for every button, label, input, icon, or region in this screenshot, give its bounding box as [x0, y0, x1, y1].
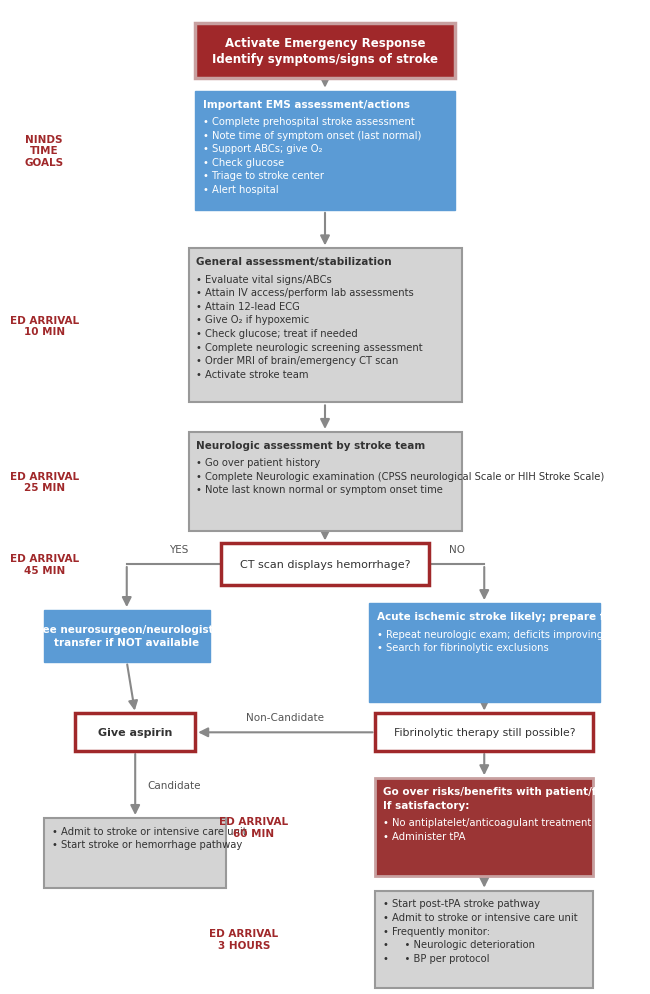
FancyBboxPatch shape	[376, 714, 593, 751]
Text: • Note last known normal or symptom onset time: • Note last known normal or symptom onse…	[196, 485, 443, 495]
Text: See neurosurgeon/neurologist;
transfer if NOT available: See neurosurgeon/neurologist; transfer i…	[35, 625, 218, 647]
FancyBboxPatch shape	[75, 714, 195, 751]
FancyBboxPatch shape	[376, 891, 593, 988]
Text: YES: YES	[169, 545, 188, 555]
Text: Important EMS assessment/actions: Important EMS assessment/actions	[203, 99, 410, 109]
Text: Candidate: Candidate	[147, 779, 200, 790]
Text: ED ARRIVAL
10 MIN: ED ARRIVAL 10 MIN	[10, 315, 79, 337]
Text: CT scan displays hemorrhage?: CT scan displays hemorrhage?	[240, 560, 410, 570]
Text: • Start stroke or hemorrhage pathway: • Start stroke or hemorrhage pathway	[52, 840, 242, 850]
Text: • Check glucose; treat if needed: • Check glucose; treat if needed	[196, 329, 358, 339]
Text: • Admit to stroke or intensive care unit: • Admit to stroke or intensive care unit	[52, 826, 246, 836]
Text: Neurologic assessment by stroke team: Neurologic assessment by stroke team	[196, 440, 426, 450]
Text: •     • Neurologic deterioration: • • Neurologic deterioration	[384, 939, 535, 949]
FancyBboxPatch shape	[369, 603, 599, 703]
Text: • Order MRI of brain/emergency CT scan: • Order MRI of brain/emergency CT scan	[196, 356, 398, 366]
FancyBboxPatch shape	[44, 818, 226, 888]
FancyBboxPatch shape	[376, 778, 593, 876]
Text: • Start post-tPA stroke pathway: • Start post-tPA stroke pathway	[384, 899, 540, 909]
Text: General assessment/stabilization: General assessment/stabilization	[196, 256, 392, 267]
Text: • Give O₂ if hypoxemic: • Give O₂ if hypoxemic	[196, 315, 309, 325]
Text: • Frequently monitor:: • Frequently monitor:	[384, 925, 490, 935]
Text: • Complete prehospital stroke assessment: • Complete prehospital stroke assessment	[203, 117, 415, 127]
Text: •     • BP per protocol: • • BP per protocol	[384, 952, 489, 962]
Text: ED ARRIVAL
3 HOURS: ED ARRIVAL 3 HOURS	[209, 928, 278, 950]
Text: • Complete neurologic screening assessment: • Complete neurologic screening assessme…	[196, 342, 423, 352]
Text: ED ARRIVAL
45 MIN: ED ARRIVAL 45 MIN	[10, 554, 79, 576]
Text: • Note time of symptom onset (last normal): • Note time of symptom onset (last norma…	[203, 130, 421, 140]
Text: • No antiplatelet/anticoagulant treatment <24 hours: • No antiplatelet/anticoagulant treatmen…	[384, 817, 647, 827]
Text: • Check glucose: • Check glucose	[203, 158, 284, 168]
Text: • Complete Neurologic examination (CPSS neurological Scale or HIH Stroke Scale): • Complete Neurologic examination (CPSS …	[196, 471, 604, 481]
FancyBboxPatch shape	[195, 24, 455, 80]
FancyBboxPatch shape	[188, 432, 462, 532]
Text: • Go over patient history: • Go over patient history	[196, 458, 320, 468]
Text: ED ARRIVAL
60 MIN: ED ARRIVAL 60 MIN	[219, 816, 288, 838]
Text: • Alert hospital: • Alert hospital	[203, 185, 278, 195]
FancyBboxPatch shape	[195, 91, 455, 211]
Text: • Attain 12-lead ECG: • Attain 12-lead ECG	[196, 301, 300, 311]
Text: • Activate stroke team: • Activate stroke team	[196, 369, 309, 380]
Text: Fibrinolytic therapy still possible?: Fibrinolytic therapy still possible?	[393, 728, 575, 738]
Text: ED ARRIVAL
25 MIN: ED ARRIVAL 25 MIN	[10, 471, 79, 493]
Text: Go over risks/benefits with patient/family: Go over risks/benefits with patient/fami…	[384, 786, 629, 796]
Text: If satisfactory:: If satisfactory:	[384, 800, 469, 810]
Text: • Search for fibrinolytic exclusions: • Search for fibrinolytic exclusions	[377, 642, 549, 652]
Text: • Admit to stroke or intensive care unit: • Admit to stroke or intensive care unit	[384, 912, 578, 922]
Text: • Attain IV access/perform lab assessments: • Attain IV access/perform lab assessmen…	[196, 288, 414, 298]
Text: NINDS
TIME
GOALS: NINDS TIME GOALS	[25, 134, 64, 168]
Text: Activate Emergency Response
Identify symptoms/signs of stroke: Activate Emergency Response Identify sym…	[212, 37, 438, 67]
FancyBboxPatch shape	[188, 248, 462, 404]
Text: Acute ischemic stroke likely; prepare for fibrinolytic therapy: Acute ischemic stroke likely; prepare fo…	[377, 611, 650, 621]
Text: • Repeat neurologic exam; deficits improving to normal?: • Repeat neurologic exam; deficits impro…	[377, 629, 650, 639]
Text: NO: NO	[448, 545, 465, 555]
Text: • Support ABCs; give O₂: • Support ABCs; give O₂	[203, 144, 322, 154]
Text: • Triage to stroke center: • Triage to stroke center	[203, 171, 324, 181]
FancyBboxPatch shape	[44, 610, 209, 662]
Text: Give aspirin: Give aspirin	[98, 728, 172, 738]
Text: Non-Candidate: Non-Candidate	[246, 713, 324, 723]
Text: • Evaluate vital signs/ABCs: • Evaluate vital signs/ABCs	[196, 274, 332, 284]
FancyBboxPatch shape	[221, 544, 429, 585]
Text: • Administer tPA: • Administer tPA	[384, 831, 465, 841]
